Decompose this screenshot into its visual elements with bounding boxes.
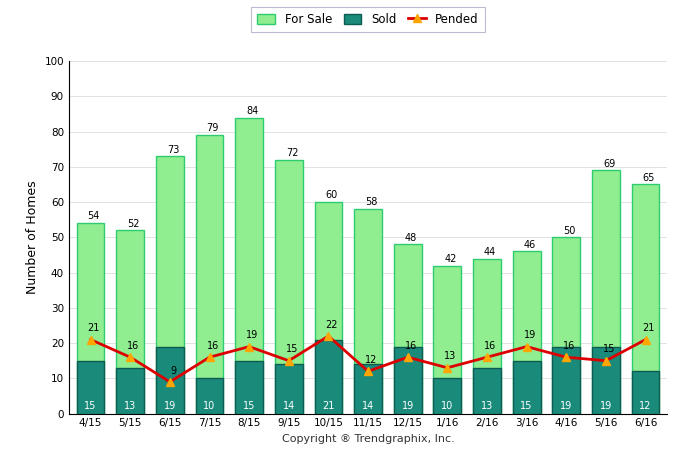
Bar xyxy=(632,185,659,414)
Text: 19: 19 xyxy=(402,401,414,411)
Text: 9: 9 xyxy=(170,366,176,376)
Text: 12: 12 xyxy=(365,355,378,365)
Text: 54: 54 xyxy=(87,212,100,221)
Bar xyxy=(552,237,580,414)
X-axis label: Copyright ® Trendgraphix, Inc.: Copyright ® Trendgraphix, Inc. xyxy=(281,434,455,444)
Legend: For Sale, Sold, Pended: For Sale, Sold, Pended xyxy=(251,7,485,32)
Text: 73: 73 xyxy=(167,144,180,155)
Text: 15: 15 xyxy=(520,401,533,411)
Bar xyxy=(77,361,105,414)
Bar xyxy=(394,347,422,414)
Text: 14: 14 xyxy=(283,401,295,411)
Text: 19: 19 xyxy=(600,401,612,411)
Bar xyxy=(275,160,303,414)
Text: 48: 48 xyxy=(405,233,417,243)
Text: 19: 19 xyxy=(246,330,259,340)
Text: 50: 50 xyxy=(563,226,576,235)
Bar xyxy=(354,364,382,414)
Bar xyxy=(354,209,382,414)
Bar xyxy=(433,266,461,414)
Text: 21: 21 xyxy=(322,401,334,411)
Bar xyxy=(235,118,263,414)
Text: 15: 15 xyxy=(85,401,97,411)
Text: 72: 72 xyxy=(286,148,298,158)
Bar xyxy=(632,371,659,414)
Text: 16: 16 xyxy=(405,341,417,351)
Bar xyxy=(473,368,501,414)
Text: 15: 15 xyxy=(243,401,255,411)
Text: 16: 16 xyxy=(127,341,140,351)
Bar xyxy=(314,339,343,414)
Bar xyxy=(394,244,422,414)
Text: 21: 21 xyxy=(643,323,655,333)
Text: 46: 46 xyxy=(524,240,536,250)
Bar xyxy=(116,368,144,414)
Text: 15: 15 xyxy=(286,345,298,354)
Text: 10: 10 xyxy=(204,401,215,411)
Bar xyxy=(513,251,541,414)
Text: 58: 58 xyxy=(365,197,378,207)
Y-axis label: Number of Homes: Number of Homes xyxy=(25,180,39,294)
Text: 79: 79 xyxy=(206,123,219,133)
Text: 52: 52 xyxy=(127,219,140,228)
Bar xyxy=(195,135,224,414)
Text: 21: 21 xyxy=(87,323,100,333)
Bar xyxy=(513,361,541,414)
Text: 12: 12 xyxy=(639,401,652,411)
Text: 42: 42 xyxy=(444,254,457,264)
Bar xyxy=(156,156,184,414)
Bar xyxy=(314,202,343,414)
Text: 19: 19 xyxy=(524,330,536,340)
Text: 22: 22 xyxy=(325,320,338,330)
Bar xyxy=(592,171,620,414)
Text: 19: 19 xyxy=(164,401,176,411)
Text: 10: 10 xyxy=(441,401,453,411)
Bar xyxy=(433,378,461,414)
Bar xyxy=(235,361,263,414)
Bar xyxy=(116,230,144,414)
Bar xyxy=(552,347,580,414)
Bar xyxy=(156,347,184,414)
Text: 65: 65 xyxy=(643,172,655,183)
Text: 15: 15 xyxy=(603,345,615,354)
Bar xyxy=(473,258,501,414)
Bar xyxy=(195,378,224,414)
Text: 13: 13 xyxy=(124,401,136,411)
Text: 16: 16 xyxy=(563,341,576,351)
Bar xyxy=(592,347,620,414)
Text: 13: 13 xyxy=(444,352,457,361)
Text: 69: 69 xyxy=(603,158,615,169)
Text: 60: 60 xyxy=(325,190,338,200)
Text: 44: 44 xyxy=(484,247,496,257)
Bar xyxy=(275,364,303,414)
Text: 14: 14 xyxy=(362,401,374,411)
Text: 84: 84 xyxy=(246,106,259,116)
Text: 19: 19 xyxy=(560,401,572,411)
Text: 16: 16 xyxy=(484,341,496,351)
Text: 16: 16 xyxy=(206,341,219,351)
Bar xyxy=(77,223,105,414)
Text: 13: 13 xyxy=(481,401,493,411)
